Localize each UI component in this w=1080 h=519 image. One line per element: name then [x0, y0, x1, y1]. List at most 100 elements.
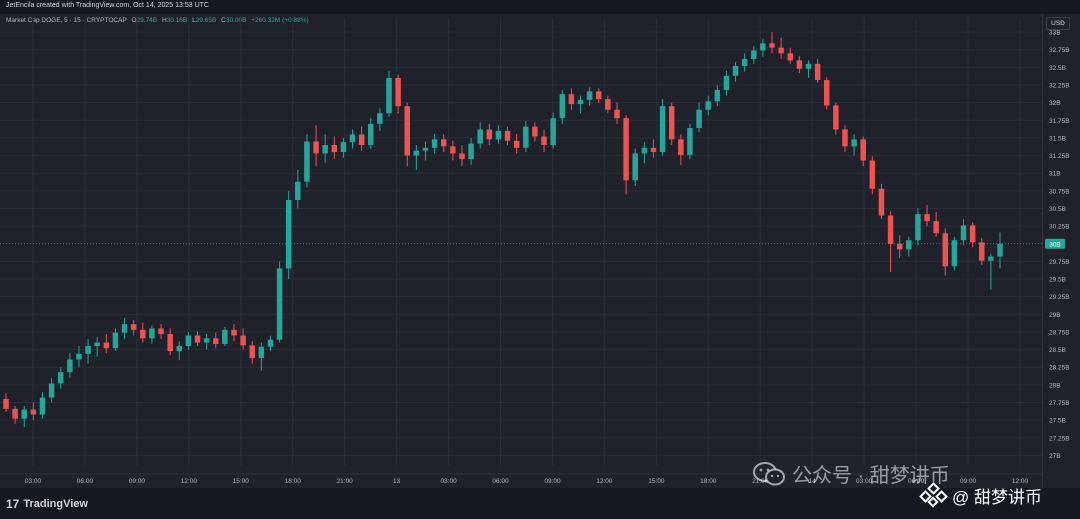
candle — [386, 70, 392, 117]
candle-body — [322, 144, 328, 154]
candle-body — [860, 139, 866, 161]
candle-body — [796, 60, 803, 69]
candle-body — [741, 58, 748, 66]
candle — [176, 341, 183, 361]
candle-body — [960, 225, 967, 241]
x-tick-label: 21:00 — [752, 478, 769, 485]
price-chart[interactable]: 03:00 06:00 09:00 12:00 15:00 18:00 21:00 13 03:… — [0, 14, 1042, 488]
candle — [568, 88, 575, 110]
candle-body — [942, 233, 949, 267]
candle — [21, 406, 27, 428]
candle — [769, 32, 775, 54]
candle — [778, 37, 784, 59]
candle-body — [349, 134, 356, 143]
candle-body — [167, 334, 173, 352]
tradingview-logo-icon: 17 — [6, 497, 20, 511]
low-value: 29.65B — [195, 17, 217, 24]
tradingview-logo[interactable]: 17 TradingView — [6, 497, 88, 511]
candle-body — [304, 141, 310, 182]
y-tick-label: 30.25B — [1049, 224, 1070, 231]
candle-body — [805, 63, 812, 69]
candle — [340, 137, 347, 158]
candle-body — [295, 181, 301, 201]
candle-body — [896, 243, 903, 250]
candle-body — [149, 328, 155, 339]
candle — [915, 208, 921, 246]
candle — [632, 148, 638, 186]
candle — [358, 126, 365, 151]
candle-body — [404, 106, 410, 156]
candle-body — [422, 147, 429, 151]
candle — [12, 406, 18, 424]
candle-body — [997, 243, 1003, 257]
candle — [523, 121, 529, 153]
candle-body — [933, 221, 939, 234]
candle — [276, 261, 283, 343]
candle — [532, 122, 538, 142]
price-scale[interactable]: 33B 32.75B 32.5B 32.25B 32B 31.75B 31.5B 31.25B… — [1042, 14, 1080, 488]
candle-body — [386, 77, 392, 114]
candle — [504, 126, 511, 145]
candle-body — [158, 328, 164, 335]
time-axis: 03:00 06:00 09:00 12:00 15:00 18:00 21:00 13 03:… — [0, 473, 1042, 485]
candle — [57, 367, 64, 389]
candle-body — [614, 109, 620, 119]
candle-body — [504, 130, 511, 141]
candle — [878, 183, 885, 220]
candle-body — [112, 332, 119, 349]
candle — [459, 144, 465, 167]
y-tick-label: 29.75B — [1049, 259, 1070, 266]
bottom-bar — [0, 488, 1080, 519]
candle-body — [851, 139, 857, 147]
candle-body — [659, 106, 666, 153]
x-tick-label: 14 — [809, 478, 817, 485]
high-value: 30.16B — [166, 17, 188, 24]
watermark-text: 公众号 · 甜梦讲币 — [792, 465, 950, 487]
candle — [869, 156, 876, 195]
currency-button[interactable]: USD — [1046, 17, 1070, 30]
candle-body — [842, 129, 848, 147]
candle-body — [276, 268, 283, 340]
y-tick-label: 31.25B — [1049, 153, 1070, 160]
x-tick-label: 06:00 — [908, 478, 925, 485]
candle — [796, 56, 803, 74]
candle — [231, 324, 237, 342]
candle — [714, 85, 721, 107]
candle — [687, 123, 693, 160]
candle — [349, 129, 356, 149]
candle-body — [787, 53, 793, 61]
candle — [313, 125, 319, 167]
candle — [149, 325, 155, 344]
symbol-legend: Market Cap DOGE, 5 · 15 · CRYPTOCAP O29.… — [6, 17, 309, 24]
candle — [295, 169, 301, 209]
candle-body — [596, 91, 602, 100]
binance-icon — [919, 482, 948, 508]
candle — [650, 139, 657, 158]
candle-body — [979, 242, 985, 261]
candle-body — [30, 409, 37, 415]
last-price-badge — [1045, 238, 1065, 249]
x-tick-label: 15:00 — [233, 478, 250, 485]
low-label: L — [192, 17, 196, 24]
candle-body — [833, 105, 839, 130]
candle-body — [176, 346, 183, 352]
brand-text: @ 甜梦讲币 — [952, 487, 1042, 507]
y-tick-label: 29B — [1049, 312, 1061, 319]
candle — [887, 211, 894, 272]
candle — [705, 95, 711, 116]
y-tick-label: 29.25B — [1049, 294, 1070, 301]
candle-body — [532, 126, 538, 137]
candle-body — [368, 123, 374, 145]
candle-body — [459, 153, 465, 160]
candle — [331, 136, 338, 160]
candle-body — [103, 342, 110, 349]
candle — [942, 228, 949, 276]
candle-body — [431, 139, 438, 148]
candle-body — [486, 129, 493, 140]
candle — [213, 332, 219, 349]
candle-body — [240, 335, 246, 346]
x-tick-label: 12:00 — [596, 478, 613, 485]
candle-body — [969, 225, 976, 243]
y-tick-label: 28.25B — [1049, 365, 1070, 372]
candle — [641, 142, 648, 164]
